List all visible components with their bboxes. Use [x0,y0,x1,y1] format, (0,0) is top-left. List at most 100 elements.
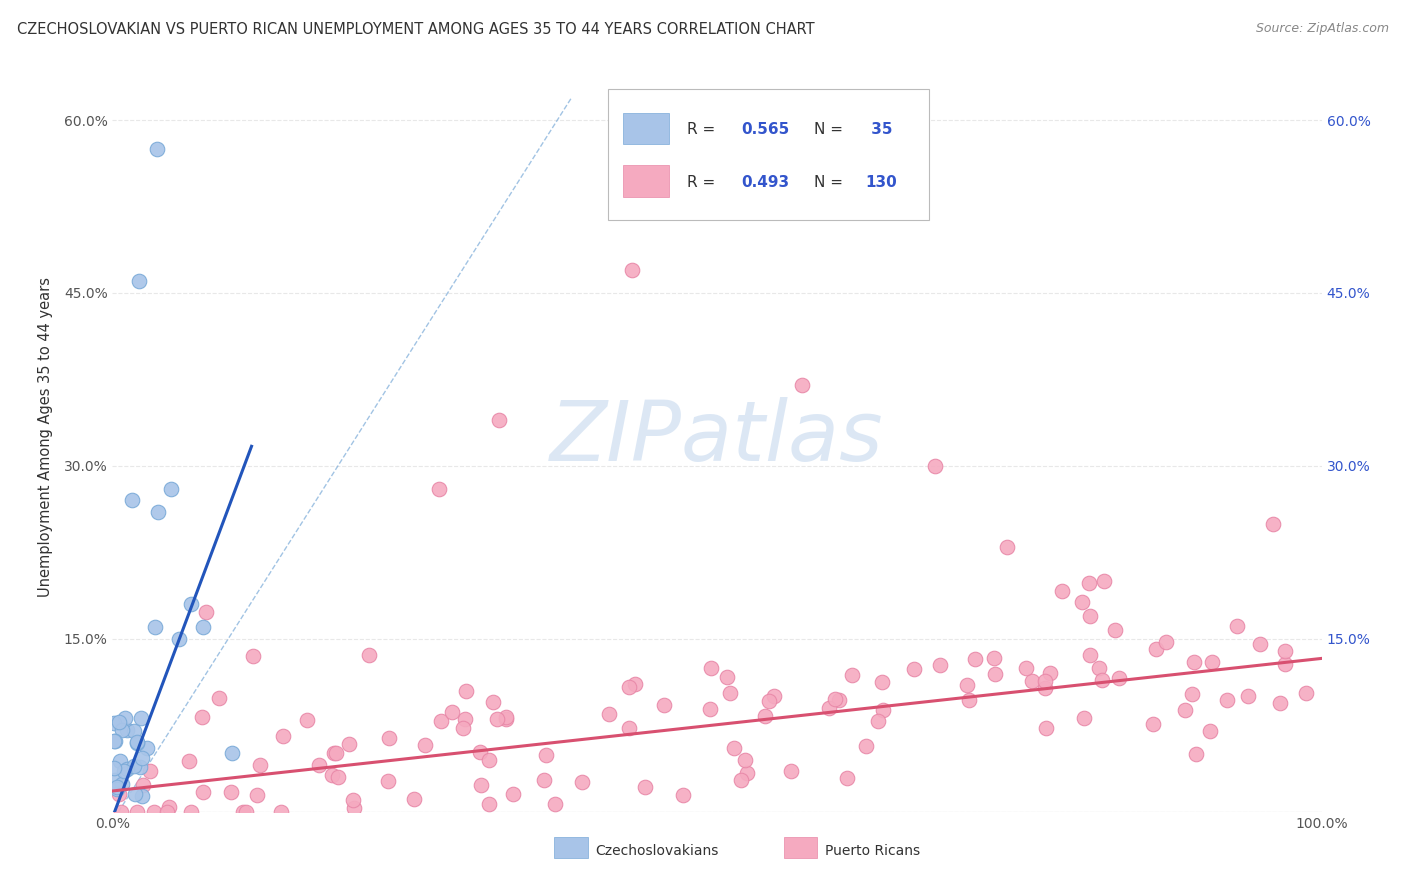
Point [112,764,135,778]
Point [1078,608,1101,623]
Point [232,805,254,819]
Point [103,761,125,775]
Point [1021,673,1043,688]
Text: Source: ZipAtlas.com: Source: ZipAtlas.com [1256,22,1389,36]
Point [321,768,343,782]
Text: Puerto Ricans: Puerto Ricans [825,844,920,858]
Point [1249,637,1271,651]
Point [716,670,738,684]
Point [1199,724,1222,739]
Point [105,781,128,796]
Point [903,662,925,676]
Point [271,729,294,743]
Text: N =: N = [814,122,848,137]
Text: 0.565: 0.565 [741,122,790,137]
Point [956,678,979,692]
Point [103,734,125,748]
Text: R =: R = [686,175,720,190]
Point [1142,717,1164,731]
Point [835,772,858,786]
Point [1274,644,1296,658]
Point [780,764,803,778]
Point [502,787,524,801]
Point [1104,624,1126,638]
Text: 0.493: 0.493 [741,175,789,190]
Point [672,788,695,802]
Point [868,714,890,728]
Point [129,711,152,725]
Bar [623,165,669,196]
Point [191,710,214,724]
Point [179,755,201,769]
Point [122,724,145,739]
Point [103,716,125,731]
Point [1154,635,1177,649]
Point [136,741,159,756]
Point [249,757,271,772]
Point [453,713,475,727]
Point [121,493,143,508]
Point [758,694,780,708]
Point [342,793,364,807]
Point [470,745,492,759]
Point [339,737,361,751]
Point [495,712,517,726]
Point [634,780,657,794]
Bar [554,838,588,858]
Point [1078,648,1101,663]
Point [308,758,330,772]
Point [534,747,557,762]
Point [1073,711,1095,725]
Point [1274,657,1296,671]
Point [221,746,243,760]
Text: 130: 130 [866,175,897,190]
Text: N =: N = [814,175,848,190]
Point [723,740,745,755]
Point [1077,575,1099,590]
Point [734,753,756,767]
Point [104,773,127,788]
Point [208,690,231,705]
Point [762,689,785,703]
Point [817,701,839,715]
Point [131,789,153,804]
Point [470,778,492,792]
Point [191,785,214,799]
Point [1090,673,1112,687]
Point [132,778,155,792]
Point [108,714,131,729]
Point [159,482,181,496]
Point [1092,574,1115,589]
Point [754,709,776,723]
Point [1216,693,1239,707]
Point [995,540,1018,554]
Point [146,142,169,156]
Point [180,805,202,819]
Point [108,754,131,768]
Point [495,709,517,723]
Point [700,661,723,675]
Point [242,649,264,664]
Point [326,770,349,784]
Point [870,675,893,690]
Point [297,713,319,727]
Point [1039,666,1062,681]
Text: 35: 35 [866,122,893,137]
Point [143,805,166,819]
Point [451,721,474,735]
Point [246,788,269,802]
Point [485,712,508,726]
Text: R =: R = [686,122,720,137]
Point [718,686,741,700]
Point [377,774,399,789]
Point [148,505,170,519]
Point [983,666,1005,681]
Point [323,747,346,761]
Point [1237,690,1260,704]
Point [325,747,347,761]
Point [1033,681,1056,695]
Point [191,620,214,634]
Point [1050,583,1073,598]
Point [415,739,437,753]
Point [983,651,1005,665]
